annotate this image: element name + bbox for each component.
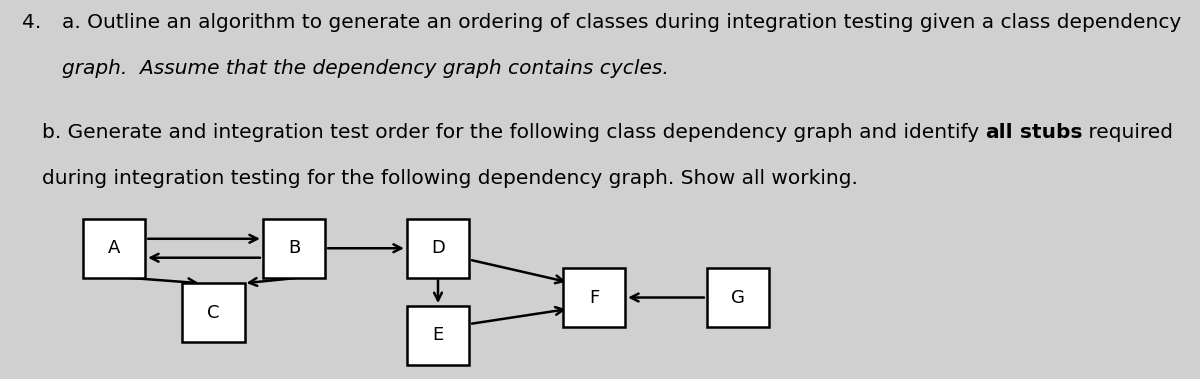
- Text: a. Outline an algorithm to generate an ordering of classes during integration te: a. Outline an algorithm to generate an o…: [62, 13, 1182, 32]
- Bar: [182, 283, 245, 342]
- Text: graph.  Assume that the dependency graph contains cycles.: graph. Assume that the dependency graph …: [62, 59, 670, 78]
- Text: E: E: [432, 326, 444, 345]
- Bar: [707, 268, 769, 327]
- Text: D: D: [431, 239, 445, 257]
- Text: B: B: [288, 239, 300, 257]
- Text: F: F: [589, 288, 599, 307]
- Text: stubs: stubs: [1020, 123, 1082, 142]
- Bar: [563, 268, 625, 327]
- Bar: [263, 219, 325, 277]
- Text: all: all: [985, 123, 1013, 142]
- Text: required: required: [1082, 123, 1174, 142]
- Text: b. Generate and integration test order for the following class dependency graph : b. Generate and integration test order f…: [42, 123, 985, 142]
- Text: A: A: [108, 239, 120, 257]
- Bar: [83, 219, 145, 277]
- Text: during integration testing for the following dependency graph. Show all working.: during integration testing for the follo…: [42, 169, 858, 188]
- Bar: [407, 306, 469, 365]
- Text: C: C: [208, 304, 220, 322]
- Bar: [407, 219, 469, 277]
- Text: G: G: [731, 288, 745, 307]
- Text: 4.: 4.: [22, 13, 41, 32]
